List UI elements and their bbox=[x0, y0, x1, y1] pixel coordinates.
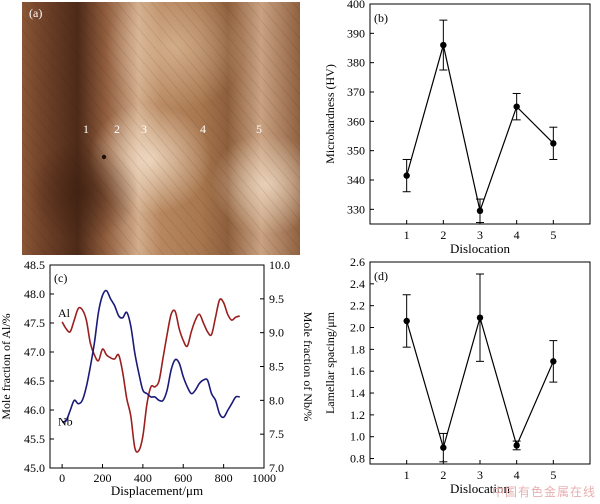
panel-c-x-tick-label: 400 bbox=[134, 471, 152, 485]
panel-d-x-tick-label: 3 bbox=[477, 468, 483, 482]
panel-c-right-tick-label: 8.5 bbox=[269, 360, 284, 374]
panel-d-x-axis-label: Dislocation bbox=[450, 481, 510, 496]
micrograph-panel-label: (a) bbox=[29, 6, 42, 20]
panel-b-series-line bbox=[406, 44, 554, 213]
panel-c-series-al bbox=[61, 298, 240, 453]
panel-b-y-tick-label: 330 bbox=[347, 202, 365, 216]
panel-b-y-tick-label: 340 bbox=[347, 173, 365, 187]
panel-c-left-axis-label: Mole fraction of Al/% bbox=[0, 313, 13, 419]
panel-c-series-label-nb: Nb bbox=[58, 415, 73, 429]
micrograph-position-label-4: 4 bbox=[200, 122, 206, 136]
panel-d-data-point bbox=[550, 358, 557, 365]
panel-b-data-point bbox=[403, 172, 410, 179]
panel-d-y-tick-label: 1.4 bbox=[350, 386, 365, 400]
panel-b-x-axis-label: Dislocation bbox=[450, 241, 510, 256]
panel-d-y-tick-label: 0.8 bbox=[350, 452, 365, 466]
panel-d-y-tick-label: 2.6 bbox=[350, 255, 365, 269]
panel-d-x-tick-label: 5 bbox=[550, 468, 556, 482]
panel-b-data-point bbox=[476, 207, 484, 214]
micrograph-position-label-2: 2 bbox=[114, 122, 120, 136]
panel-c-right-tick-label: 9.0 bbox=[269, 326, 284, 340]
panel-d-y-axis-label: Lamellar spacing/μm bbox=[323, 311, 337, 414]
panel-c-left-tick-label: 45.0 bbox=[24, 461, 45, 475]
panel-d-panel-label: (d) bbox=[374, 269, 388, 283]
watermark: 中国有色金属在线 bbox=[491, 485, 596, 499]
panel-c-x-tick-label: 600 bbox=[174, 471, 192, 485]
panel-c-x-tick-label: 0 bbox=[59, 471, 65, 485]
panel-c-x-tick-label: 200 bbox=[93, 471, 111, 485]
panel-d-x-tick-label: 1 bbox=[404, 468, 410, 482]
micrograph-image: (a) 1 2 3 4 5 bbox=[22, 2, 300, 255]
panel-c-left-tick-label: 45.5 bbox=[24, 432, 45, 446]
panel-d-y-tick-label: 1.0 bbox=[350, 430, 365, 444]
panel-b-y-tick-label: 390 bbox=[347, 26, 365, 40]
panel-d-y-tick-label: 1.6 bbox=[350, 364, 365, 378]
panel-b-y-tick-label: 400 bbox=[347, 0, 365, 11]
micrograph-position-label-3: 3 bbox=[141, 122, 147, 136]
panel-b-plot-frame bbox=[369, 3, 591, 225]
panel-b-x-tick-label: 4 bbox=[514, 228, 520, 242]
panel-c-x-tick-label: 800 bbox=[215, 471, 233, 485]
panel-b-y-tick-label: 380 bbox=[347, 56, 365, 70]
panel-c-x-axis-label: Displacement/μm bbox=[111, 483, 203, 498]
panel-b-y-tick-label: 360 bbox=[347, 114, 365, 128]
panel-b-x-tick-label: 3 bbox=[477, 228, 483, 242]
micrograph-position-label-5: 5 bbox=[256, 122, 262, 136]
panel-d-y-tick-label: 2.2 bbox=[350, 299, 365, 313]
panel-c-series-label-al: Al bbox=[58, 306, 71, 320]
panel-b-data-point bbox=[440, 41, 447, 49]
panel-c-right-tick-label: 8.0 bbox=[269, 393, 284, 407]
panel-d-data-point bbox=[403, 317, 410, 325]
panel-b-y-axis-label: Microhardness (HV) bbox=[323, 64, 337, 164]
panel-c-plot-frame bbox=[49, 264, 265, 469]
panel-d-data-point bbox=[513, 442, 520, 449]
panel-c-left-tick-label: 46.0 bbox=[24, 403, 45, 417]
panel-c-left-tick-label: 47.5 bbox=[24, 316, 45, 330]
panel-d-data-point bbox=[440, 444, 447, 451]
panel-c-right-tick-label: 10.0 bbox=[269, 258, 290, 272]
panel-c-right-tick-label: 7.0 bbox=[269, 461, 284, 475]
micrograph-position-label-1: 1 bbox=[83, 122, 89, 136]
panel-c-left-tick-label: 47.0 bbox=[24, 345, 45, 359]
panel-d-x-tick-label: 2 bbox=[440, 468, 446, 482]
panel-d-y-tick-label: 1.8 bbox=[350, 342, 365, 356]
panel-b-data-point bbox=[513, 103, 520, 110]
panel-d-y-tick-label: 2.0 bbox=[350, 321, 365, 335]
panel-b-x-tick-label: 2 bbox=[440, 228, 446, 242]
panel-c-left-tick-label: 48.0 bbox=[24, 287, 45, 301]
panel-c-right-tick-label: 9.5 bbox=[269, 292, 284, 306]
panel-c-right-axis-label: Mole fraction of Nb/% bbox=[301, 312, 315, 422]
panel-c-x-tick-label: 1000 bbox=[252, 471, 276, 485]
panel-d-y-tick-label: 2.4 bbox=[350, 277, 365, 291]
panel-c-left-tick-label: 48.5 bbox=[24, 258, 45, 272]
panel-b-y-tick-label: 350 bbox=[347, 144, 365, 158]
panel-d-data-point bbox=[476, 314, 484, 321]
panel-c-series-nb bbox=[61, 289, 240, 423]
panel-b-panel-label: (b) bbox=[374, 11, 388, 25]
panel-b-x-tick-label: 5 bbox=[550, 228, 556, 242]
panel-d-x-tick-label: 4 bbox=[514, 468, 520, 482]
panel-c-left-tick-label: 46.5 bbox=[24, 374, 45, 388]
panel-b-data-point bbox=[550, 140, 557, 147]
panel-b-y-tick-label: 370 bbox=[347, 85, 365, 99]
panel-d-y-tick-label: 1.2 bbox=[350, 408, 365, 422]
panel-c-right-tick-label: 7.5 bbox=[269, 427, 284, 441]
panel-c-panel-label: (c) bbox=[54, 271, 67, 285]
panel-b-x-tick-label: 1 bbox=[404, 228, 410, 242]
